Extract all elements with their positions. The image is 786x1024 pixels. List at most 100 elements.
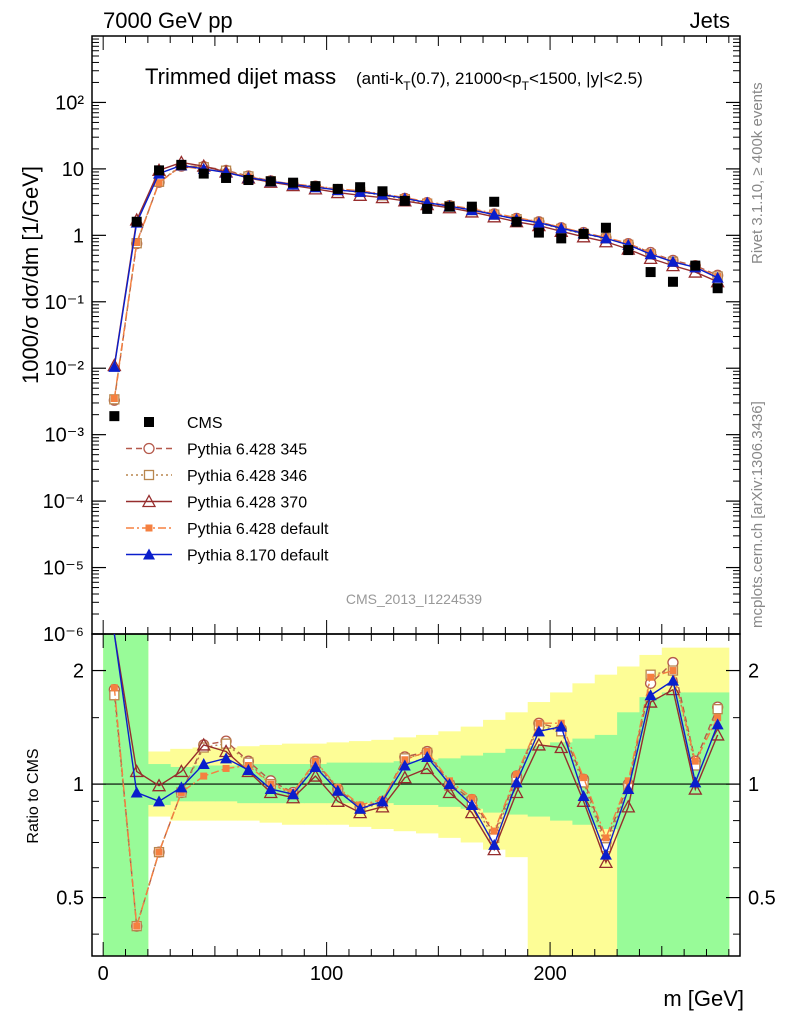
ratio-y-tick-label-left: 0.5 bbox=[56, 888, 84, 910]
main-point bbox=[131, 216, 142, 227]
ratio-point bbox=[669, 667, 677, 675]
band-green-bin bbox=[460, 755, 484, 809]
main-point bbox=[599, 232, 612, 244]
main-point bbox=[488, 208, 501, 220]
ratio-point bbox=[464, 805, 479, 819]
main-y-tick-label: 10⁻¹ bbox=[45, 292, 85, 314]
main-point bbox=[578, 228, 589, 239]
legend-marker bbox=[143, 548, 155, 560]
main-series bbox=[107, 155, 725, 422]
main-point bbox=[667, 276, 678, 287]
ratio-point bbox=[155, 848, 163, 856]
main-axes: 10⁻⁶ 10⁻⁵ 10⁻⁴ 10⁻³ 10⁻² 10⁻¹ 1 10 10² bbox=[43, 36, 740, 646]
ratio-point bbox=[200, 772, 208, 780]
main-point bbox=[221, 172, 232, 183]
legend-entry: Pythia 8.170 default bbox=[126, 548, 329, 565]
ratio-series-line bbox=[113, 669, 719, 927]
main-point bbox=[198, 168, 209, 179]
main-point bbox=[623, 245, 634, 256]
legend-label: Pythia 6.428 370 bbox=[187, 495, 307, 512]
ratio-point bbox=[602, 834, 610, 842]
ratio-point bbox=[513, 771, 521, 779]
legend-entry: Pythia 6.428 370 bbox=[126, 494, 307, 512]
main-point bbox=[154, 165, 165, 176]
main-point bbox=[288, 177, 299, 188]
main-point bbox=[108, 360, 121, 372]
ratio-series-4 bbox=[113, 633, 724, 860]
legend-entry: Pythia 6.428 346 bbox=[126, 468, 307, 485]
legend-label: CMS bbox=[187, 415, 223, 432]
ratio-xlabel: m [GeV] bbox=[663, 986, 744, 1011]
ratio-point bbox=[621, 799, 636, 813]
main-y-tick-label: 10⁻⁶ bbox=[43, 624, 84, 646]
main-y-tick-label: 10⁻³ bbox=[45, 425, 85, 447]
main-point bbox=[310, 181, 321, 192]
main-series-3 bbox=[107, 155, 725, 372]
ratio-point bbox=[110, 684, 118, 692]
main-point bbox=[555, 222, 568, 234]
legend-entry: CMS bbox=[144, 415, 223, 432]
ratio-point bbox=[647, 673, 655, 681]
ratio-point bbox=[711, 718, 724, 730]
ratio-series-line bbox=[113, 633, 719, 857]
legend-label: Pythia 6.428 345 bbox=[187, 442, 307, 459]
ratio-point bbox=[644, 689, 657, 701]
legend-marker bbox=[143, 442, 155, 455]
main-series-line bbox=[113, 161, 718, 366]
ratio-point bbox=[666, 674, 679, 686]
band-green-bin bbox=[684, 692, 707, 956]
band-green-bin bbox=[594, 734, 618, 830]
band-green-bin bbox=[661, 692, 685, 956]
legend-marker bbox=[141, 494, 157, 508]
main-ylabel: 1000/σ dσ/dm [1/GeV] bbox=[18, 166, 43, 384]
header-left: 7000 GeV pp bbox=[103, 8, 233, 33]
svg-text:(anti-kT(0.7), 21000<pT<1500,: (anti-kT(0.7), 21000<pT<1500, |y|<2.5) bbox=[356, 69, 643, 93]
svg-text:Trimmed dijet mass: Trimmed dijet mass bbox=[145, 64, 336, 89]
ratio-x-tick-label: 100 bbox=[310, 963, 343, 985]
ratio-point bbox=[331, 784, 344, 796]
main-point bbox=[399, 195, 410, 206]
main-point bbox=[265, 176, 276, 187]
ratio-point bbox=[376, 795, 389, 807]
ratio-point bbox=[220, 738, 232, 749]
main-point bbox=[109, 411, 120, 422]
analysis-id: CMS_2013_I1224539 bbox=[346, 591, 482, 607]
ratio-point bbox=[488, 838, 501, 850]
main-y-tick-label: 10⁻⁵ bbox=[43, 558, 84, 580]
ratio-point bbox=[375, 799, 390, 813]
main-point bbox=[110, 395, 118, 403]
ratio-point bbox=[465, 799, 478, 811]
ratio-bands bbox=[103, 634, 730, 956]
ratio-point bbox=[420, 761, 435, 775]
main-series-line bbox=[113, 164, 718, 367]
band-green-bin bbox=[617, 712, 640, 956]
ratio-point bbox=[264, 783, 277, 795]
title-sub-sub2: T bbox=[522, 79, 530, 93]
ratio-point bbox=[643, 694, 658, 708]
ratio-point bbox=[397, 770, 412, 784]
main-point bbox=[511, 216, 522, 227]
ratio-point bbox=[555, 720, 568, 732]
ratio-point bbox=[175, 781, 188, 793]
legend-marker bbox=[145, 524, 153, 532]
main-point bbox=[533, 227, 544, 238]
side-rivet-text: Rivet 3.1.10, ≥ 400k events bbox=[749, 82, 766, 264]
ratio-y-tick-label-left: 2 bbox=[73, 661, 84, 683]
ratio-point bbox=[196, 737, 211, 751]
ratio-point bbox=[531, 737, 546, 751]
ratio-point bbox=[691, 757, 699, 765]
ratio-point bbox=[354, 802, 367, 814]
main-point bbox=[712, 283, 723, 294]
ratio-axes: 0.5 0.5 1 1 2 2 0 100 200 bbox=[56, 634, 776, 985]
main-series-4 bbox=[110, 162, 722, 403]
main-frame bbox=[91, 35, 741, 635]
ratio-point bbox=[665, 682, 681, 696]
side-mcplots-text: mcplots.cern.ch [arXiv:1306.3436] bbox=[749, 401, 766, 628]
ratio-series-line bbox=[113, 661, 719, 927]
ratio-point bbox=[598, 854, 614, 869]
band-green-bin bbox=[527, 746, 551, 817]
ratio-ylabel: Ratio to CMS bbox=[25, 748, 42, 843]
ratio-point bbox=[151, 778, 167, 792]
title-sub-sub1: T bbox=[403, 79, 411, 93]
main-series-0 bbox=[109, 159, 723, 422]
